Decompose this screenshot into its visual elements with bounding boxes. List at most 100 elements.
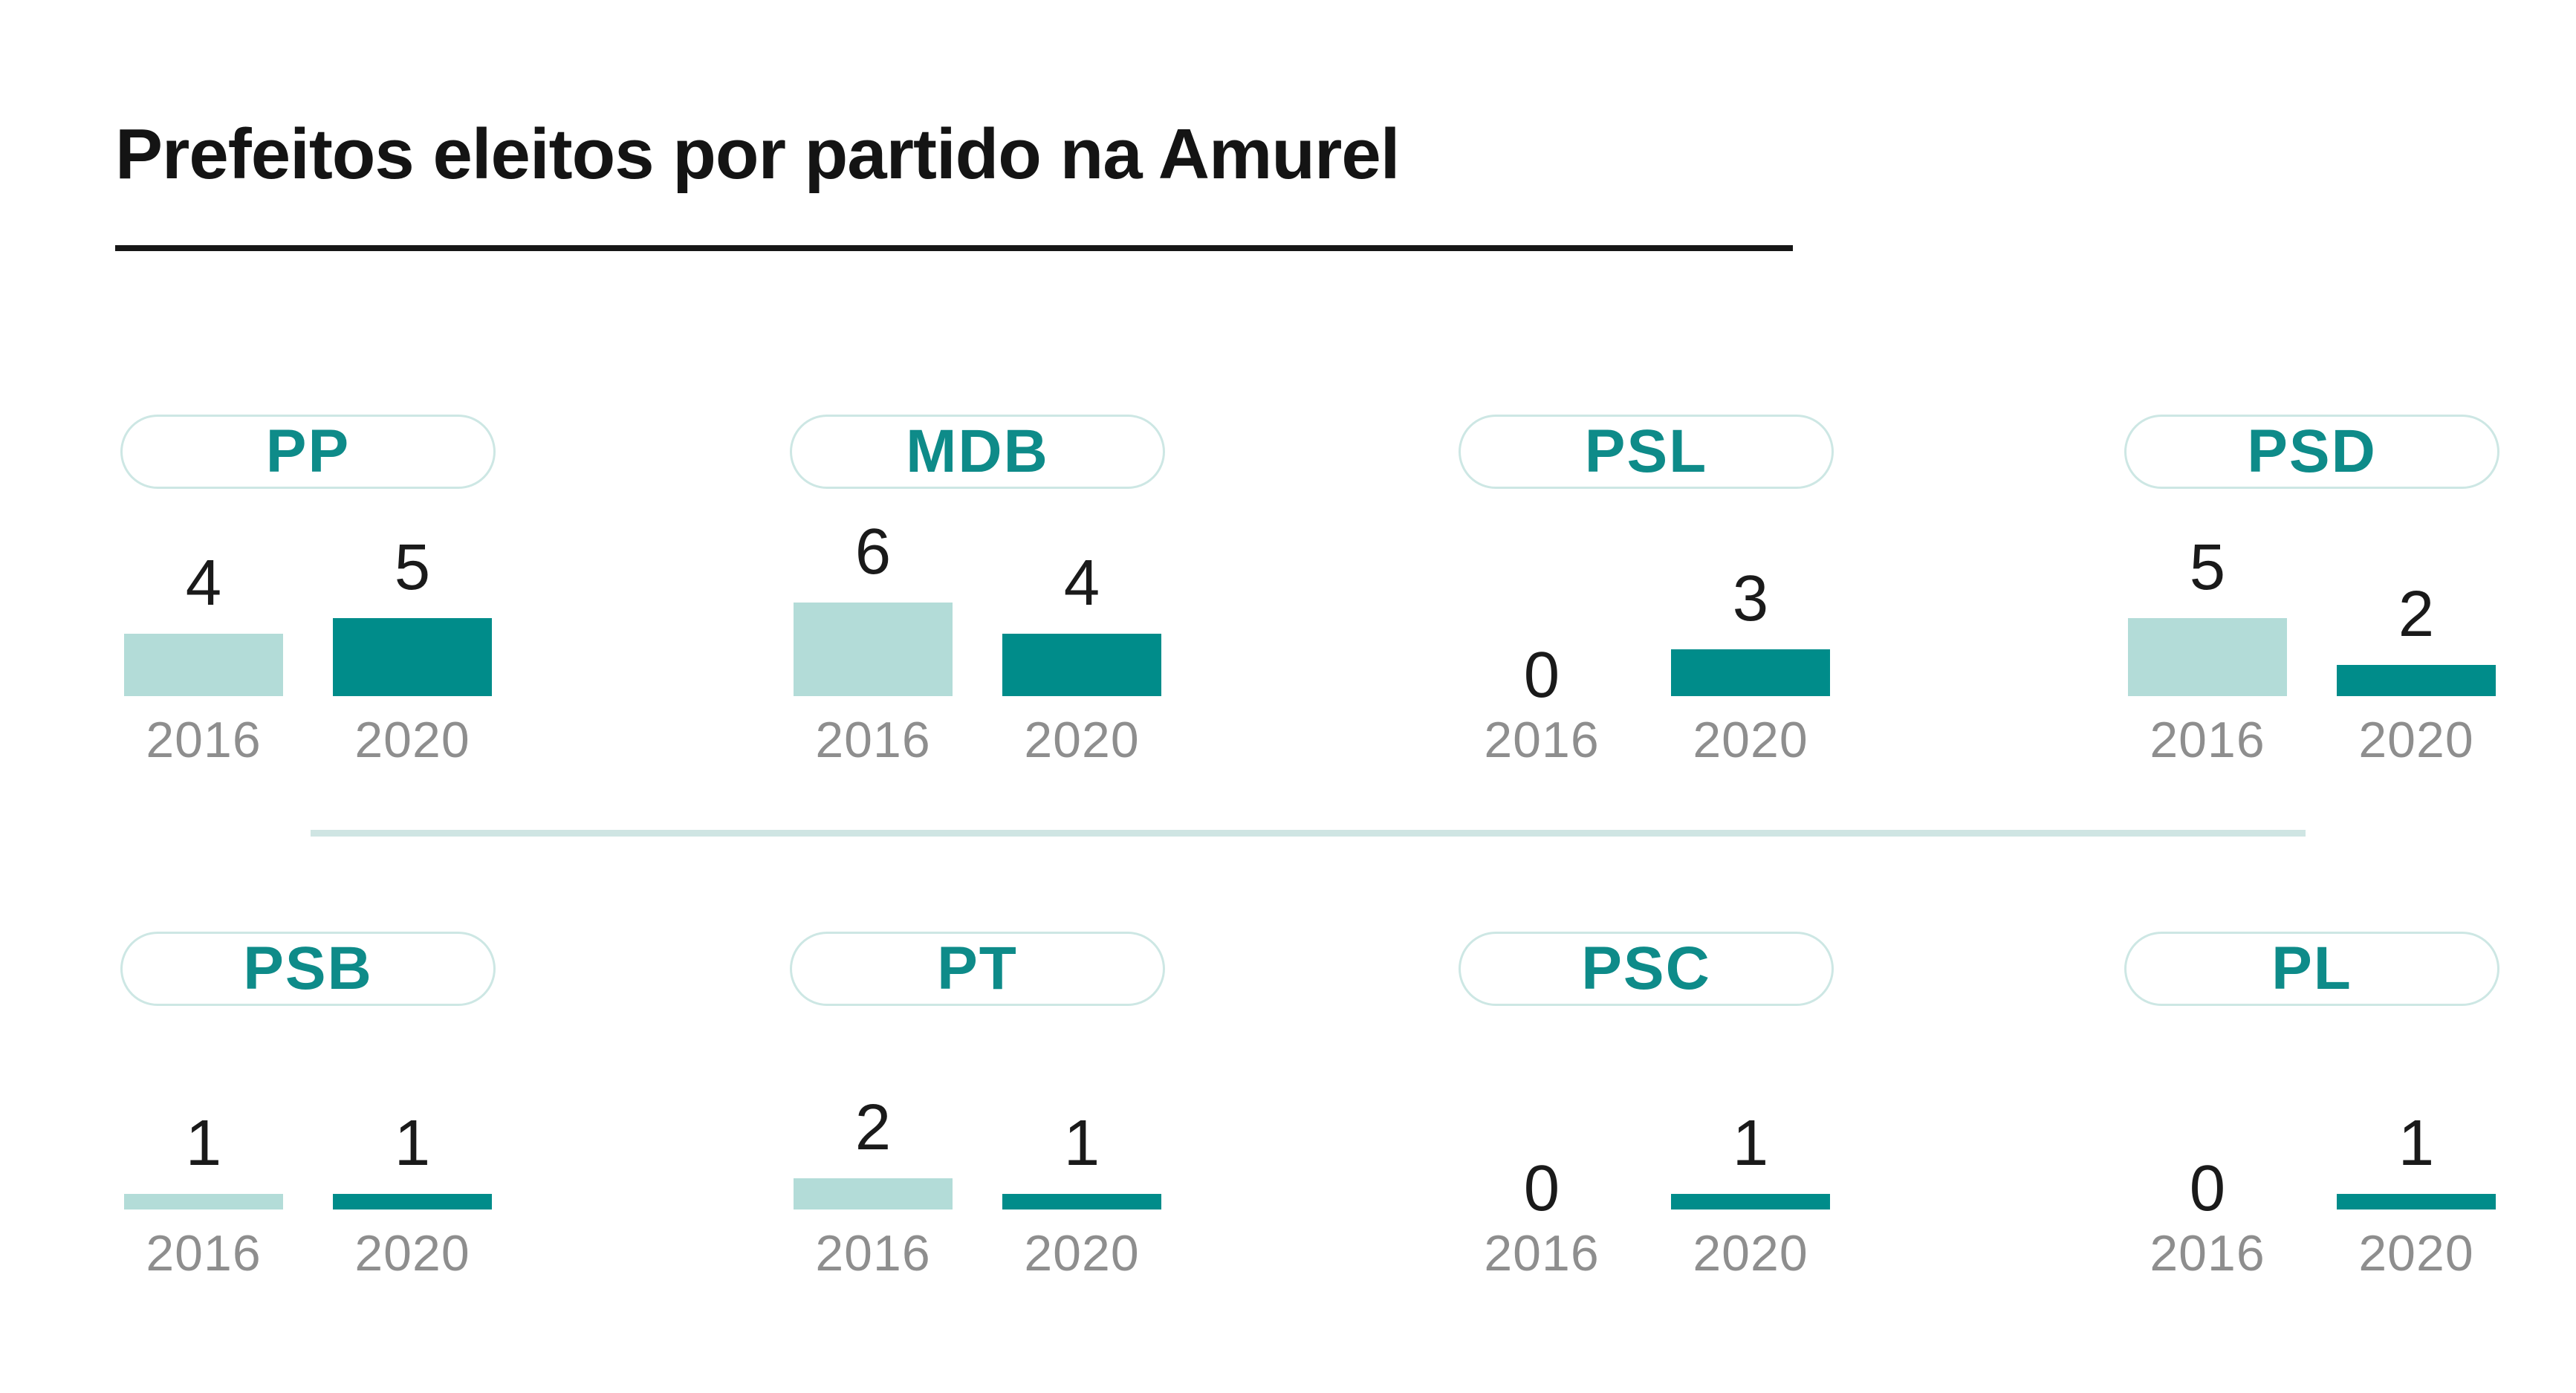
party-panel-psd: PSD 5 2 2016 2020 (2124, 415, 2499, 765)
party-pill-pt: PT (790, 932, 1165, 1006)
value-label-2020: 3 (1732, 562, 1769, 634)
party-label: PSB (243, 935, 373, 1002)
value-label-2016: 0 (2189, 1152, 2226, 1224)
value-label-2016: 6 (854, 516, 892, 588)
year-label-2020: 2020 (1024, 712, 1140, 768)
year-axis: 2016 2020 (1459, 1228, 1834, 1279)
party-label: PSL (1584, 418, 1708, 485)
value-label-2020: 2 (2398, 578, 2435, 650)
value-label-2016: 2 (854, 1091, 892, 1163)
bar-group-2020: 4 (1002, 489, 1161, 696)
party-panel-mdb: MDB 6 4 2016 2020 (790, 415, 1165, 765)
bar-2020 (1671, 649, 1830, 696)
bar-group-2020: 5 (333, 489, 492, 696)
party-pill-pl: PL (2124, 932, 2499, 1006)
year-label-2016: 2016 (1484, 1225, 1600, 1282)
bar-2016 (124, 634, 283, 696)
bar-group-2020: 1 (2337, 1006, 2496, 1209)
bar-group-2016: 0 (1462, 1006, 1621, 1221)
year-label-2016: 2016 (146, 712, 262, 768)
value-label-2016: 0 (1523, 639, 1560, 711)
bar-group-2016: 0 (1462, 489, 1621, 707)
bar-2020 (1671, 1194, 1830, 1209)
party-pill-psc: PSC (1459, 932, 1834, 1006)
bar-group-2016: 4 (124, 489, 283, 696)
year-axis: 2016 2020 (790, 715, 1165, 765)
bar-2020 (333, 618, 492, 696)
value-label-2020: 1 (1732, 1107, 1769, 1179)
party-label: PT (937, 935, 1018, 1002)
bar-2016 (794, 1178, 953, 1209)
year-label-2020: 2020 (2358, 712, 2474, 768)
value-label-2020: 5 (394, 531, 431, 603)
bar-2016 (794, 603, 953, 696)
year-label-2016: 2016 (2150, 712, 2265, 768)
year-label-2016: 2016 (815, 1225, 931, 1282)
party-pill-pp: PP (120, 415, 496, 489)
title-underline (115, 245, 1793, 251)
value-label-2020: 4 (1063, 547, 1100, 619)
bar-group-2020: 3 (1671, 489, 1830, 696)
year-axis: 2016 2020 (120, 1228, 496, 1279)
row-divider-line (311, 830, 2306, 837)
party-label: PP (265, 418, 351, 485)
value-label-2016: 0 (1523, 1152, 1560, 1224)
party-panel-psb: PSB 1 1 2016 2020 (120, 932, 496, 1279)
party-label: PSD (2247, 418, 2377, 485)
party-pill-psl: PSL (1459, 415, 1834, 489)
bar-group-2016: 5 (2128, 489, 2287, 696)
party-panel-psc: PSC 0 1 2016 2020 (1459, 932, 1834, 1279)
year-label-2020: 2020 (354, 1225, 470, 1282)
party-panel-psl: PSL 0 3 2016 2020 (1459, 415, 1834, 765)
bar-group-2020: 1 (1002, 1006, 1161, 1209)
chart-title: Prefeitos eleitos por partido na Amurel (115, 114, 1400, 194)
year-axis: 2016 2020 (1459, 715, 1834, 765)
bar-group-2016: 6 (794, 489, 953, 696)
party-panel-pt: PT 2 1 2016 2020 (790, 932, 1165, 1279)
value-label-2016: 4 (185, 547, 222, 619)
bar-2020 (2337, 1194, 2496, 1209)
bar-2020 (1002, 634, 1161, 696)
party-pill-mdb: MDB (790, 415, 1165, 489)
value-label-2020: 1 (2398, 1107, 2435, 1179)
value-label-2016: 1 (185, 1107, 222, 1179)
year-label-2020: 2020 (2358, 1225, 2474, 1282)
party-label: PL (2271, 935, 2352, 1002)
bar-group-2020: 1 (333, 1006, 492, 1209)
value-label-2020: 1 (1063, 1107, 1100, 1179)
year-label-2020: 2020 (1024, 1225, 1140, 1282)
party-pill-psd: PSD (2124, 415, 2499, 489)
bar-2020 (2337, 665, 2496, 696)
value-label-2020: 1 (394, 1107, 431, 1179)
value-label-2016: 5 (2189, 531, 2226, 603)
party-panel-pp: PP 4 5 2016 2020 (120, 415, 496, 765)
year-axis: 2016 2020 (2124, 1228, 2499, 1279)
bar-2016 (124, 1194, 283, 1209)
bar-group-2020: 2 (2337, 489, 2496, 696)
bar-group-2020: 1 (1671, 1006, 1830, 1209)
party-panel-pl: PL 0 1 2016 2020 (2124, 932, 2499, 1279)
year-axis: 2016 2020 (790, 1228, 1165, 1279)
bar-group-2016: 0 (2128, 1006, 2287, 1221)
year-label-2016: 2016 (815, 712, 931, 768)
year-label-2020: 2020 (1693, 712, 1808, 768)
year-label-2020: 2020 (1693, 1225, 1808, 1282)
year-label-2020: 2020 (354, 712, 470, 768)
party-label: PSC (1581, 935, 1711, 1002)
year-axis: 2016 2020 (120, 715, 496, 765)
year-label-2016: 2016 (1484, 712, 1600, 768)
year-label-2016: 2016 (146, 1225, 262, 1282)
bar-group-2016: 1 (124, 1006, 283, 1209)
party-label: MDB (906, 418, 1049, 485)
bar-group-2016: 2 (794, 1006, 953, 1209)
year-axis: 2016 2020 (2124, 715, 2499, 765)
